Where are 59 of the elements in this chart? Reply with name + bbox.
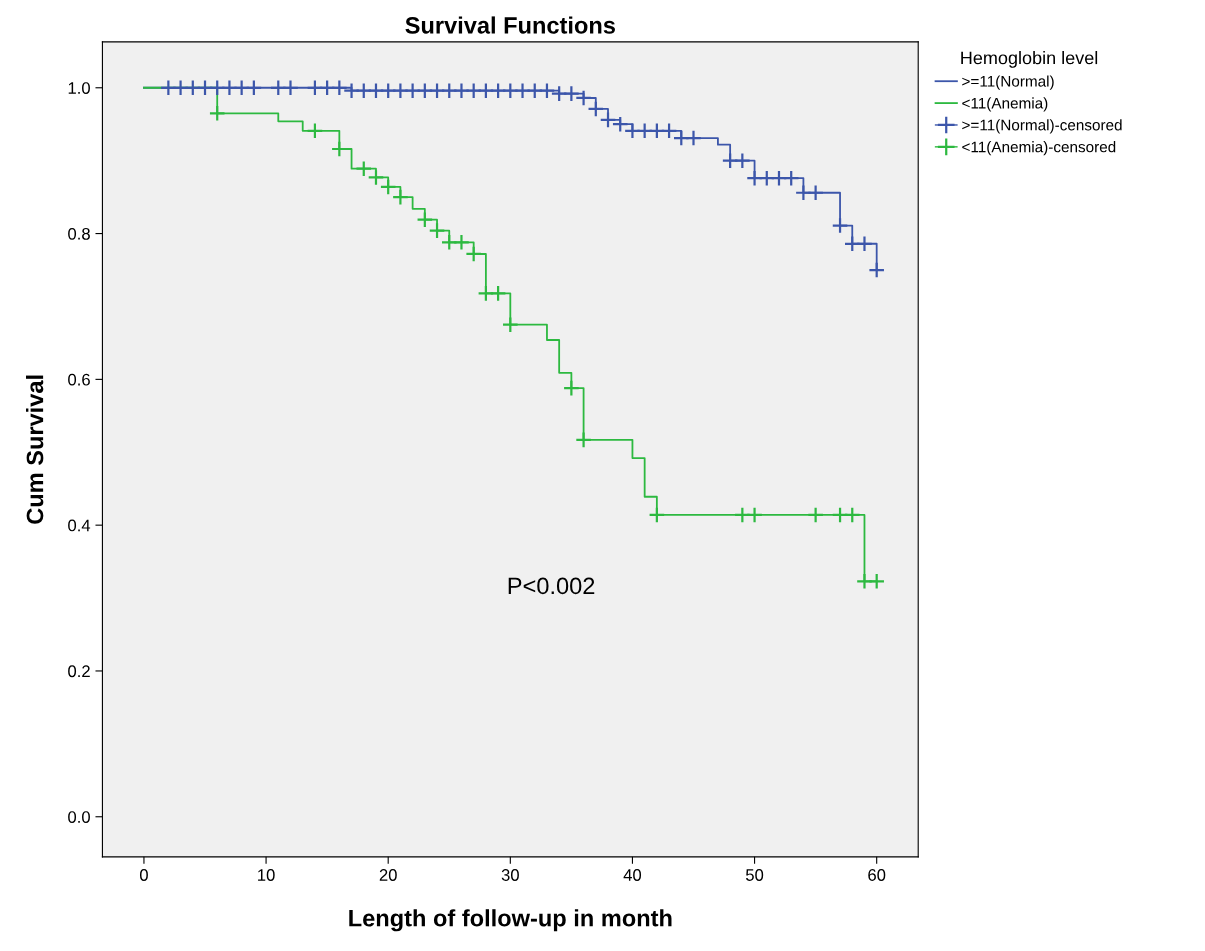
point [868,572,886,590]
point [856,235,873,253]
y-axis-title: Cum Survival [26,375,44,524]
x-tick-label: 10 [258,869,275,881]
point [648,506,666,524]
point [733,152,751,170]
point [575,89,592,107]
point [367,169,385,186]
annotation: P<0.002 [508,577,595,595]
point [782,169,800,187]
point [306,122,324,140]
point [562,85,580,102]
point [807,184,825,202]
legend-label: >=11(Normal)-censored [962,119,1122,134]
x-tick-label: 20 [379,869,397,881]
x-tick-label: 50 [745,869,764,881]
point [562,379,580,397]
legend-label: >=11(Normal) [962,75,1054,90]
point [416,211,434,229]
point [453,233,470,251]
y-tick-label: 0.8 [68,227,90,240]
y-tick-label: 0.0 [68,811,90,823]
point [599,111,617,129]
x-tick-label: 30 [501,869,519,881]
x-tick-label: 60 [868,869,886,881]
point [428,222,446,240]
point [392,188,409,206]
point [746,506,763,524]
point [282,79,299,97]
point [172,79,189,97]
chart-title: Survival Functions [405,16,615,34]
point [330,79,348,97]
point [587,100,605,118]
point [843,506,861,524]
y-tick-label: 1.0 [68,82,90,94]
point [685,129,702,147]
point [489,284,507,302]
point [807,506,825,524]
y-tick-label: 0.6 [68,373,90,386]
point [575,431,592,449]
point [501,316,519,334]
legend-label: <11(Anemia)-censored [962,141,1116,156]
legend-label: <11(Anemia) [962,97,1048,112]
y-tick-label: 0.4 [68,519,91,532]
x-axis-title: Length of follow-up in month [349,909,672,932]
legend-title: Hemoglobin level [961,51,1098,68]
point [868,261,886,279]
point [379,178,397,196]
x-tick-label: 40 [623,869,642,881]
y-tick-label: 0.2 [68,665,90,678]
x-tick-label: 0 [139,869,148,881]
point [465,245,483,263]
point [538,82,556,100]
point [831,217,849,234]
point [245,79,263,97]
point [611,115,629,133]
point [355,160,373,178]
point [660,122,678,140]
point [208,104,226,122]
